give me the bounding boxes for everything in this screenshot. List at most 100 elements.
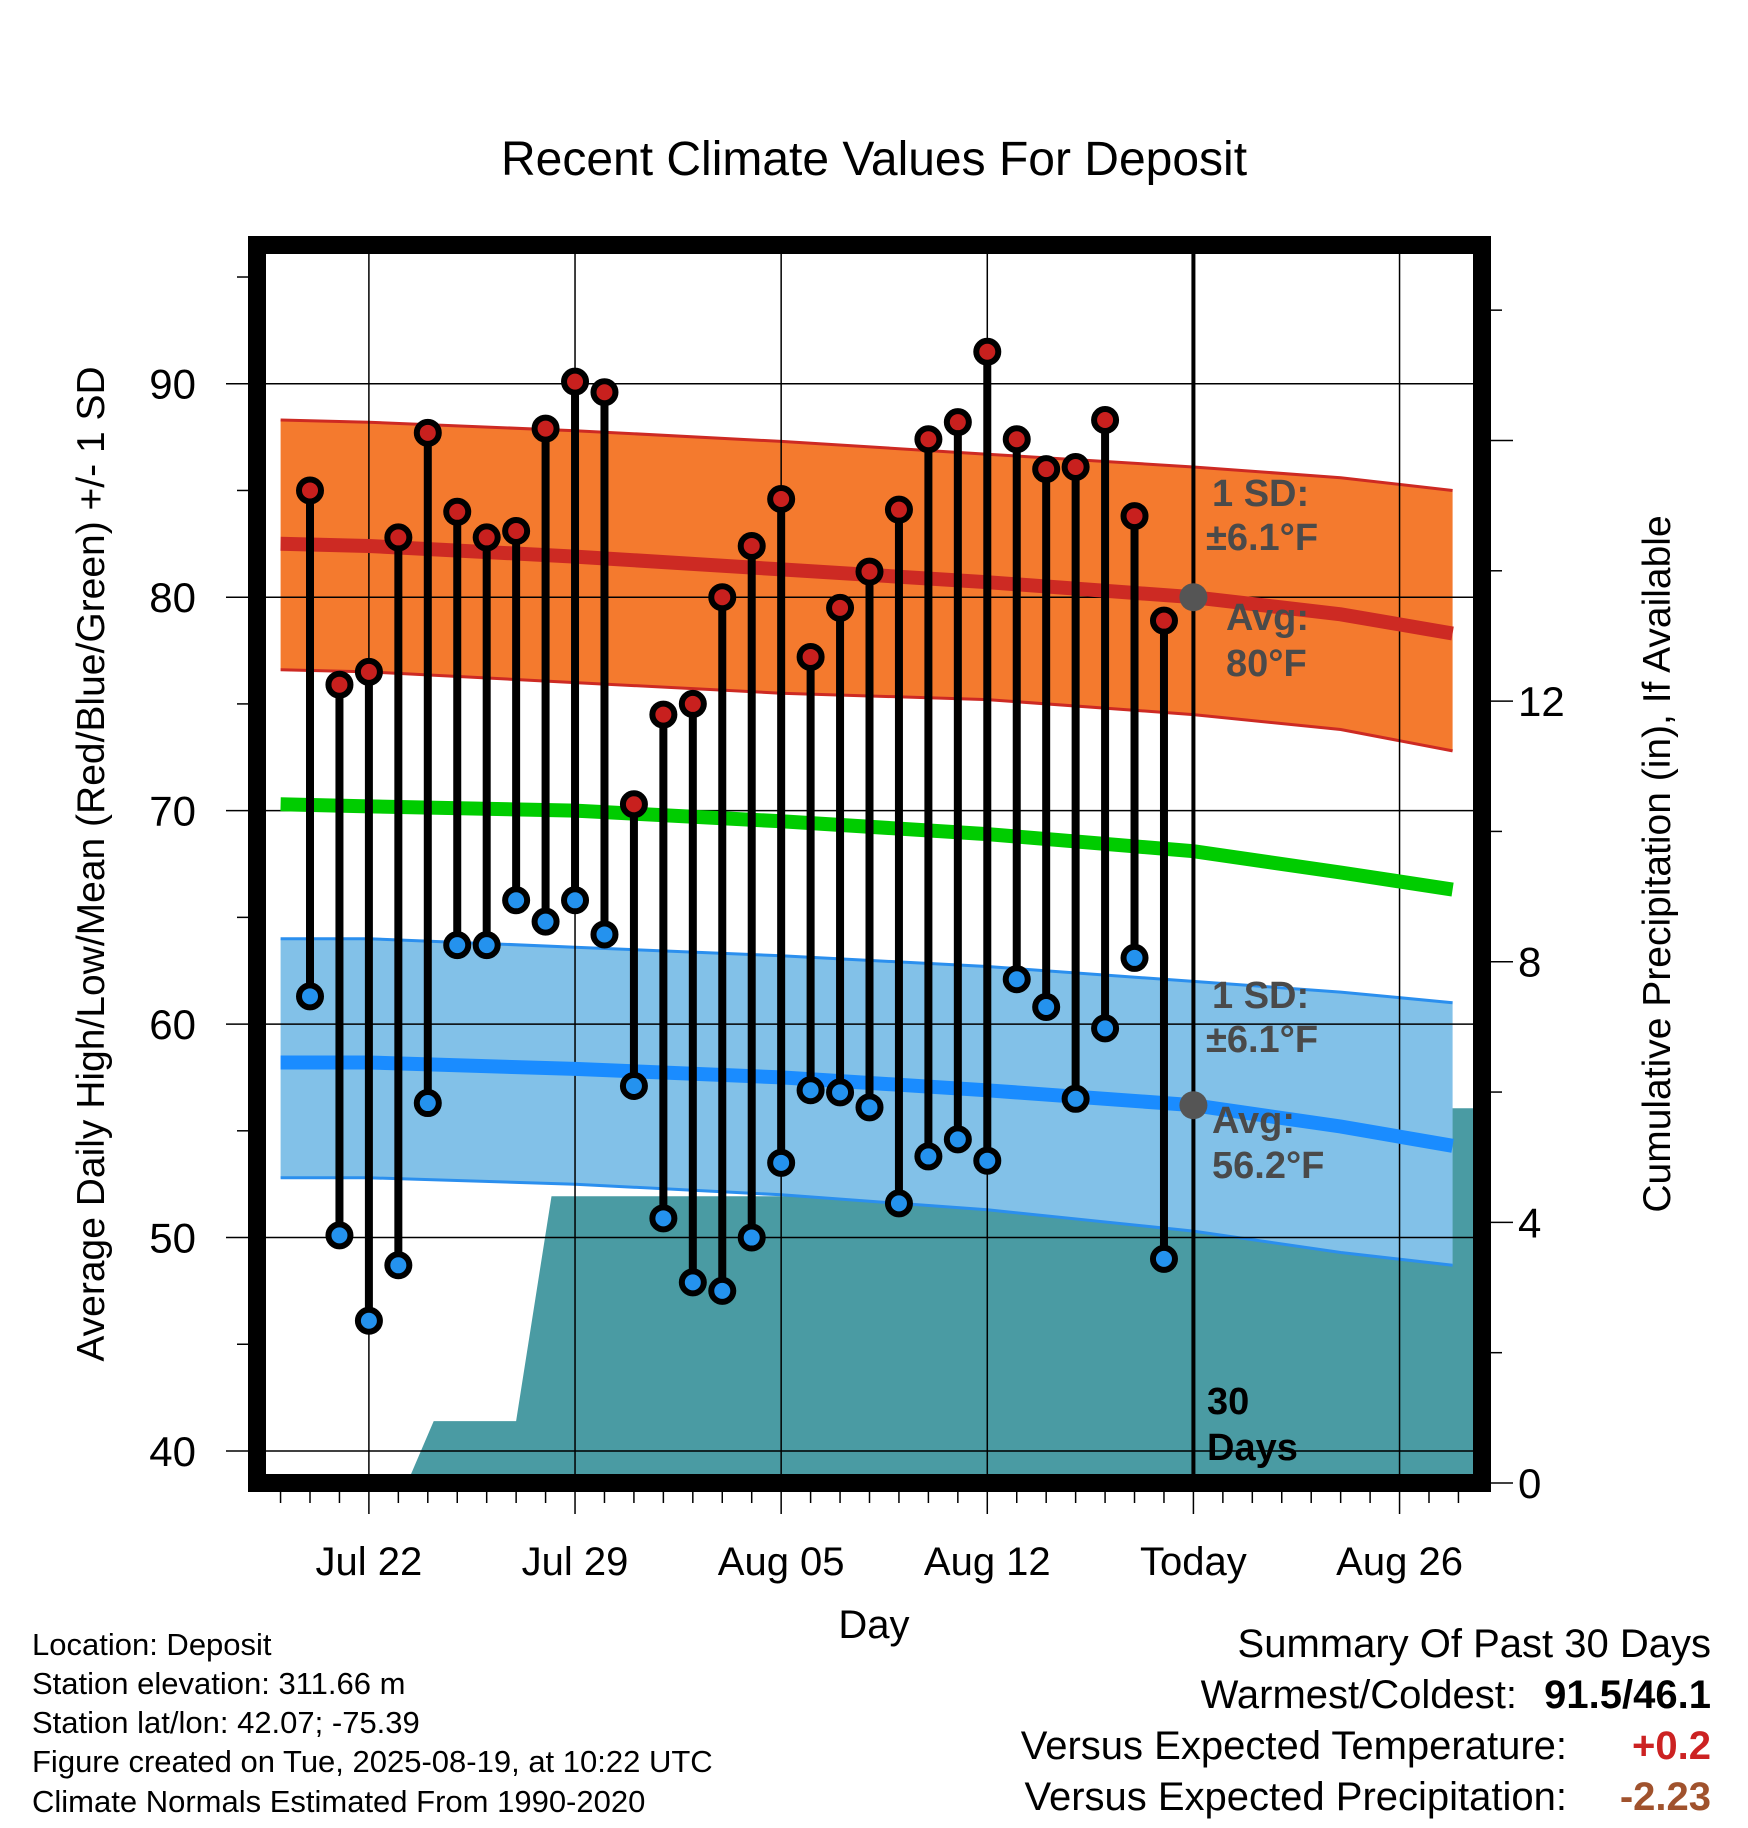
- high-point-28: [1120, 502, 1149, 531]
- low-point-7: [502, 886, 531, 915]
- footer-latlon: Station lat/lon: 42.07; -75.39: [32, 1705, 420, 1740]
- low-point-19: [855, 1093, 884, 1122]
- footer-elevation: Station elevation: 311.66 m: [32, 1666, 406, 1701]
- high-sd-band-upper-edge: [280, 418, 1453, 492]
- low-point-12: [649, 1204, 678, 1233]
- low-point-13: [678, 1268, 707, 1297]
- high-point-3: [384, 523, 413, 552]
- high-sd-value: ±6.1°F: [1206, 517, 1318, 559]
- precip-days-count: 30: [1207, 1381, 1249, 1423]
- low-point-27: [1091, 1014, 1120, 1043]
- low-point-2: [354, 1306, 383, 1335]
- high-point-15: [737, 531, 766, 560]
- y2-axis-label: Cumulative Precipitation (in), If Availa…: [1636, 515, 1679, 1212]
- low-point-14: [708, 1276, 737, 1305]
- low-sd-value: ±6.1°F: [1206, 1019, 1318, 1061]
- high-point-26: [1061, 452, 1090, 481]
- summary-title: Summary Of Past 30 Days: [1237, 1622, 1711, 1666]
- low-point-16: [767, 1148, 796, 1177]
- y-tick-label-3: 70: [149, 788, 196, 835]
- high-point-8: [531, 414, 560, 443]
- low-point-26: [1061, 1084, 1090, 1113]
- x-axis-label: Day: [838, 1603, 909, 1647]
- low-point-24: [1002, 965, 1031, 994]
- y-axis-label: Average Daily High/Low/Mean (Red/Blue/Gr…: [70, 366, 113, 1361]
- high-point-24: [1002, 425, 1031, 454]
- low-avg-value: 56.2°F: [1212, 1145, 1324, 1187]
- high-point-16: [767, 485, 796, 514]
- high-point-1: [325, 670, 354, 699]
- y-tick-label-4: 80: [149, 574, 196, 621]
- low-avg-label: Avg:: [1212, 1100, 1295, 1142]
- precip-days-unit: Days: [1207, 1427, 1298, 1469]
- summary-precip: Versus Expected Precipitation: -2.23: [1024, 1775, 1711, 1820]
- low-point-0: [296, 982, 325, 1011]
- footer-location: Location: Deposit: [32, 1627, 272, 1662]
- y-tick-label-0: 40: [149, 1428, 196, 1475]
- chart-title: Recent Climate Values For Deposit: [501, 133, 1247, 186]
- x-tick-label-2: Aug 05: [718, 1540, 845, 1584]
- high-point-7: [502, 517, 531, 546]
- y2-tick-label-1: 4: [1518, 1199, 1541, 1246]
- high-avg-value: 80°F: [1226, 643, 1307, 685]
- high-point-13: [678, 689, 707, 718]
- x-tick-label-3: Aug 12: [924, 1540, 1051, 1584]
- high-point-5: [443, 497, 472, 526]
- footer-created: Figure created on Tue, 2025-08-19, at 10…: [32, 1744, 713, 1779]
- low-point-20: [884, 1189, 913, 1218]
- today-low-normal-marker: [1179, 1091, 1208, 1120]
- low-point-15: [737, 1223, 766, 1252]
- low-point-9: [561, 886, 590, 915]
- y2-tick-label-3: 12: [1518, 678, 1565, 725]
- x-tick-label-4: Today: [1140, 1540, 1247, 1584]
- low-point-22: [943, 1125, 972, 1154]
- high-point-19: [855, 557, 884, 586]
- low-point-18: [826, 1078, 855, 1107]
- low-point-5: [443, 931, 472, 960]
- summary-precip-value: -2.23: [1619, 1775, 1711, 1819]
- y-tick-label-1: 50: [149, 1215, 196, 1262]
- low-sd-label: 1 SD:: [1212, 975, 1309, 1017]
- high-point-14: [708, 583, 737, 612]
- summary-warm-cold-label: Warmest/Coldest:: [1200, 1673, 1517, 1717]
- high-point-25: [1032, 455, 1061, 484]
- low-point-23: [973, 1146, 1002, 1175]
- low-point-17: [796, 1076, 825, 1105]
- high-point-6: [472, 523, 501, 552]
- low-point-29: [1149, 1244, 1178, 1273]
- low-sd-band-upper-edge: [280, 937, 1453, 1005]
- summary-temp: Versus Expected Temperature: +0.2: [1021, 1724, 1711, 1769]
- high-point-18: [826, 593, 855, 622]
- avg-low-line: [280, 1055, 1454, 1153]
- low-point-11: [619, 1071, 648, 1100]
- low-sd-band-lower-edge: [280, 1176, 1453, 1267]
- summary-warm-cold-value: 91.5/46.1: [1544, 1673, 1711, 1717]
- summary-temp-value: +0.2: [1632, 1724, 1711, 1768]
- low-point-10: [590, 920, 619, 949]
- y2-tick-label-2: 8: [1518, 939, 1541, 986]
- high-avg-label: Avg:: [1226, 597, 1309, 639]
- today-high-normal-marker: [1179, 583, 1208, 612]
- x-tick-label-1: Jul 29: [522, 1540, 629, 1584]
- high-point-2: [354, 657, 383, 686]
- low-point-21: [914, 1142, 943, 1171]
- high-point-17: [796, 642, 825, 671]
- low-point-28: [1120, 943, 1149, 972]
- x-tick-label-0: Jul 22: [316, 1540, 423, 1584]
- high-point-21: [914, 425, 943, 454]
- y-tick-label-2: 60: [149, 1001, 196, 1048]
- high-point-0: [296, 476, 325, 505]
- footer-normals: Climate Normals Estimated From 1990-2020: [32, 1784, 646, 1819]
- high-point-12: [649, 700, 678, 729]
- low-point-8: [531, 907, 560, 936]
- summary-warm-cold: Warmest/Coldest: 91.5/46.1: [1201, 1673, 1711, 1718]
- plot-frame: [248, 236, 1491, 1492]
- high-point-23: [973, 337, 1002, 366]
- high-point-22: [943, 408, 972, 437]
- low-point-4: [413, 1089, 442, 1118]
- high-point-11: [619, 790, 648, 819]
- high-point-20: [884, 495, 913, 524]
- low-point-3: [384, 1251, 413, 1280]
- y2-tick-label-0: 0: [1518, 1460, 1541, 1507]
